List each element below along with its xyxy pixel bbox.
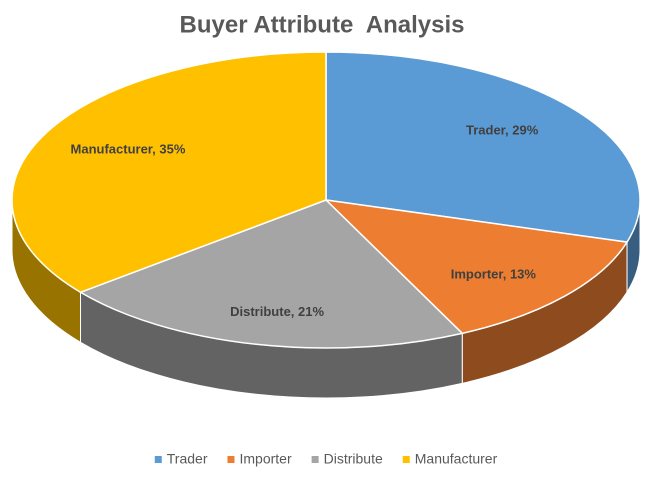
data-label: Importer, 13% (451, 266, 537, 281)
legend-label: Distribute (324, 451, 383, 467)
legend-marker (227, 456, 235, 463)
legend-marker (402, 456, 410, 463)
legend-label: Importer (239, 451, 291, 467)
data-label: Trader, 29% (466, 122, 539, 137)
legend-label: Trader (167, 451, 208, 467)
slice (11, 51, 327, 294)
slice (78, 199, 464, 349)
data-label: Manufacturer, 35% (71, 141, 186, 156)
legend-label: Manufacturer (415, 451, 498, 467)
data-label: Distribute, 21% (230, 304, 324, 319)
chart-title: Buyer Attribute Analysis (180, 11, 465, 38)
legend-marker (311, 456, 319, 463)
legend-marker (154, 456, 162, 463)
slice (325, 51, 641, 243)
slice (323, 198, 629, 335)
